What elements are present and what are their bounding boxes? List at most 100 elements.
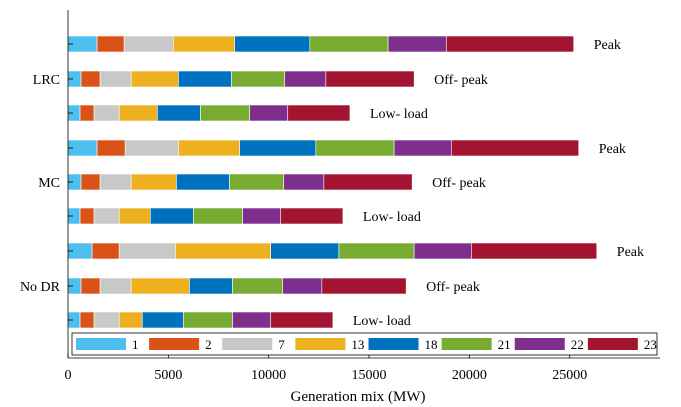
bar-segment-21	[229, 173, 285, 191]
group-label: MC	[38, 176, 60, 191]
labels-layer: Peak Off- peak Low- load LRC Peak Off- peak Lo…	[20, 38, 644, 329]
legend-swatch-22	[514, 338, 565, 350]
bar-segment-13	[173, 35, 235, 53]
legend-swatch-13	[295, 338, 346, 350]
bar-segment-7	[99, 277, 132, 295]
bar-segment-13	[118, 311, 143, 329]
bar-segment-21	[315, 139, 395, 157]
bar-segment-13	[130, 277, 190, 295]
bar-segment-22	[283, 173, 325, 191]
bar-segment-7	[99, 173, 132, 191]
bar-segment-18	[176, 173, 230, 191]
bar-segment-22	[413, 242, 472, 260]
x-tick-label: 0	[65, 368, 72, 383]
bar-segment-23	[471, 242, 598, 260]
bar-segment-2	[91, 242, 120, 260]
legend-swatch-7	[222, 338, 273, 350]
bar-segment-23	[450, 139, 580, 157]
row-label: Peak	[594, 38, 621, 53]
bar-segment-21	[309, 35, 389, 53]
bar-segment-18	[234, 35, 311, 53]
group-label: LRC	[33, 73, 60, 88]
bar-segment-22	[242, 207, 282, 225]
bar-segment-13	[118, 207, 151, 225]
bar-segment-22	[249, 104, 289, 122]
bar-segment-2	[80, 277, 101, 295]
bar-segment-13	[130, 70, 179, 88]
x-tick-label: 5000	[154, 368, 182, 383]
bar-segment-7	[93, 207, 120, 225]
legend-swatch-1	[76, 338, 126, 350]
bar-segment-21	[193, 207, 243, 225]
row-label: Low- load	[363, 210, 421, 225]
bar-segment-21	[338, 242, 415, 260]
legend-label-7: 7	[278, 337, 285, 352]
bar-segment-21	[200, 104, 250, 122]
group-label: No DR	[20, 280, 61, 295]
bars-layer	[67, 35, 598, 329]
bar-segment-18	[141, 311, 184, 329]
bar-segment-7	[93, 104, 120, 122]
legend-label-2: 2	[205, 337, 212, 352]
bar-segment-18	[149, 207, 194, 225]
bar-segment-7	[124, 139, 179, 157]
x-tick-label: 15000	[352, 368, 387, 383]
legend-label-18: 18	[425, 337, 438, 352]
x-tick-label: 25000	[552, 368, 587, 383]
bar-segment-21	[231, 70, 286, 88]
bar-segment-23	[321, 277, 407, 295]
bar-segment-23	[325, 70, 415, 88]
bar-segment-18	[189, 277, 233, 295]
x-tick-label: 20000	[452, 368, 487, 383]
bar-segment-23	[287, 104, 351, 122]
row-label: Peak	[617, 245, 644, 260]
bar-segment-13	[130, 173, 177, 191]
bar-segment-7	[123, 35, 174, 53]
bar-segment-18	[270, 242, 340, 260]
bar-segment-22	[284, 70, 327, 88]
legend-swatch-23	[587, 338, 638, 350]
bar-segment-13	[118, 104, 158, 122]
legend-label-21: 21	[498, 337, 511, 352]
bar-segment-23	[280, 207, 344, 225]
bar-segment-21	[232, 277, 284, 295]
row-label: Low- load	[370, 107, 428, 122]
row-label: Low- load	[353, 314, 411, 329]
legend: 1 2 7 13 18 21 22 23	[71, 332, 658, 356]
legend-label-13: 13	[351, 337, 364, 352]
legend-box	[71, 332, 658, 356]
bar-segment-2	[79, 207, 95, 225]
legend-swatch-21	[441, 338, 492, 350]
bar-segment-18	[157, 104, 201, 122]
row-label: Off- peak	[434, 73, 488, 88]
bar-segment-2	[80, 173, 101, 191]
bar-segment-22	[232, 311, 271, 329]
bar-segment-23	[323, 173, 413, 191]
axes-layer: 0 5000 10000 15000 20000 25000 Generation mix …	[65, 10, 660, 405]
bar-segment-18	[239, 139, 317, 157]
legend-label-23: 23	[644, 337, 657, 352]
bar-segment-2	[96, 35, 125, 53]
bar-segment-2	[96, 139, 126, 157]
legend-label-22: 22	[571, 337, 584, 352]
bar-segment-22	[387, 35, 447, 53]
x-tick-label: 10000	[251, 368, 286, 383]
row-label: Off- peak	[426, 280, 480, 295]
bar-segment-23	[445, 35, 575, 53]
bar-segment-18	[178, 70, 232, 88]
row-label: Off- peak	[432, 176, 486, 191]
bar-segment-22	[393, 139, 452, 157]
legend-label-1: 1	[132, 337, 139, 352]
bar-segment-2	[80, 70, 101, 88]
bar-segment-22	[282, 277, 323, 295]
bar-segment-13	[175, 242, 271, 260]
legend-swatch-2	[149, 338, 200, 350]
bar-segment-7	[118, 242, 176, 260]
bar-segment-2	[79, 104, 95, 122]
legend-swatch-18	[368, 338, 419, 350]
bar-segment-7	[99, 70, 132, 88]
x-axis-label: Generation mix (MW)	[291, 389, 426, 405]
bar-segment-21	[183, 311, 233, 329]
bar-segment-23	[270, 311, 334, 329]
